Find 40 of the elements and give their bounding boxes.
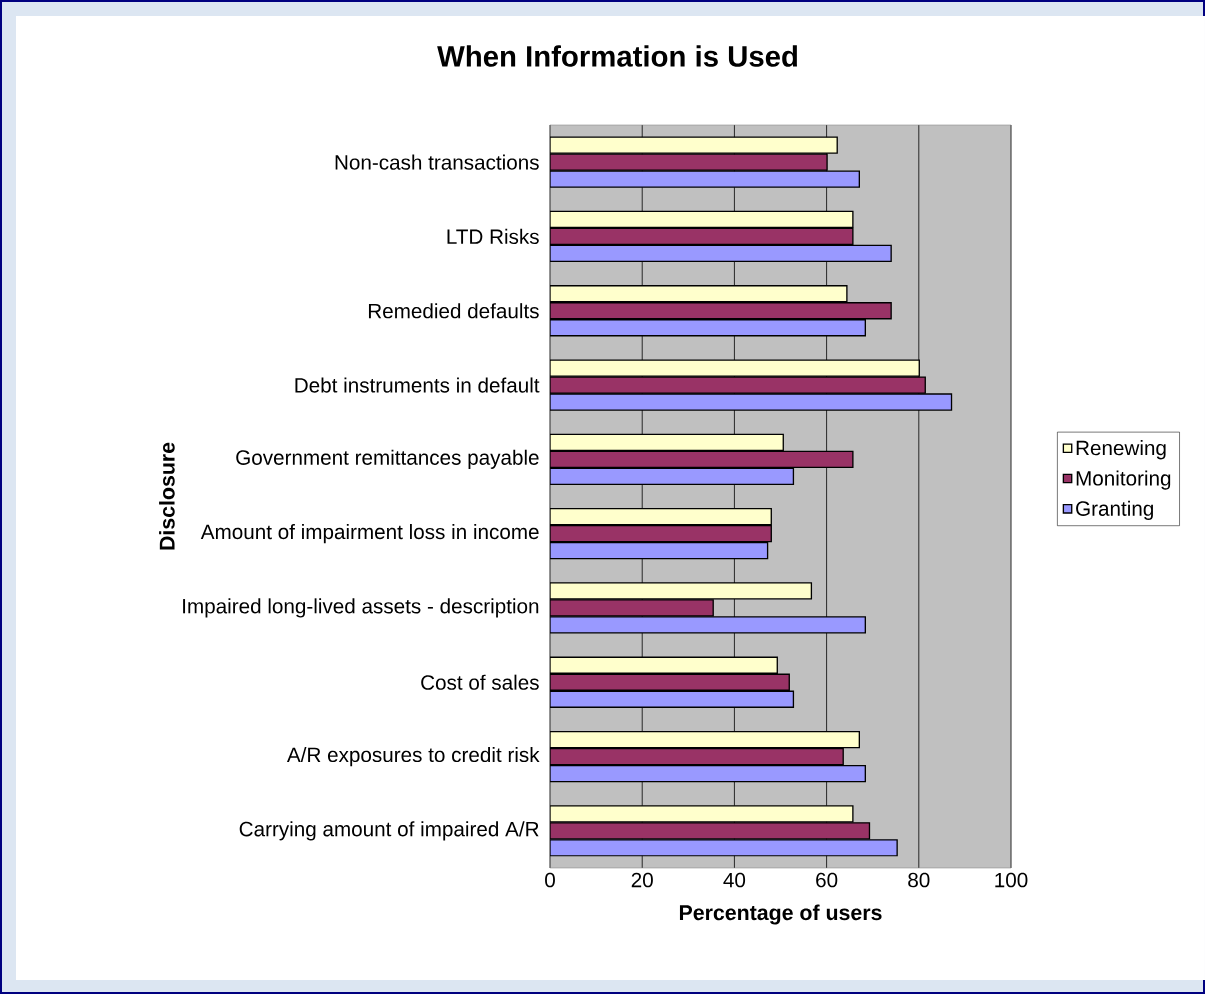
y-tick-label: Amount of impairment loss in income bbox=[200, 524, 539, 544]
bar bbox=[550, 673, 790, 691]
bar bbox=[550, 747, 844, 766]
bar bbox=[550, 507, 772, 526]
x-tick-label: 0 bbox=[545, 872, 555, 888]
bar bbox=[550, 541, 769, 560]
bar bbox=[550, 524, 772, 543]
bar bbox=[550, 319, 866, 337]
bar bbox=[550, 433, 784, 452]
bar bbox=[550, 227, 854, 246]
y-tick-label: Carrying amount of impaired A/R bbox=[239, 821, 539, 841]
y-tick-label: Government remittances payable bbox=[236, 449, 539, 469]
y-tick-label: Remedied defaults bbox=[368, 303, 539, 319]
bar bbox=[550, 656, 778, 674]
x-axis-title: Percentage of users bbox=[679, 904, 882, 925]
y-tick-label: Cost of sales bbox=[421, 674, 539, 690]
x-tick-label: 80 bbox=[908, 872, 930, 888]
y-tick-label: A/R exposures to credit risk bbox=[286, 746, 540, 767]
bar bbox=[550, 285, 848, 303]
x-tick-label: 40 bbox=[723, 872, 746, 888]
bar bbox=[550, 302, 892, 320]
y-axis-title: Disclosure bbox=[159, 442, 175, 550]
x-tick-label: 100 bbox=[995, 872, 1028, 888]
chart-title: When Information is Used bbox=[437, 45, 797, 67]
y-tick-label: LTD Risks bbox=[447, 228, 539, 245]
bar bbox=[550, 244, 892, 263]
bar bbox=[550, 690, 795, 708]
y-tick-label: Impaired long-lived assets - description bbox=[183, 598, 539, 618]
bar bbox=[550, 764, 866, 783]
bar bbox=[550, 730, 861, 749]
x-tick-label: 20 bbox=[631, 872, 653, 888]
bar bbox=[550, 210, 854, 229]
bar bbox=[550, 467, 795, 486]
bar bbox=[550, 450, 854, 469]
y-tick-label: Non-cash transactions bbox=[335, 154, 539, 170]
y-tick-label: Debt instruments in default bbox=[295, 377, 540, 393]
legend-label: Monitoring bbox=[1076, 470, 1171, 490]
legend-label: Renewing bbox=[1076, 440, 1166, 460]
legend-label: Granting bbox=[1076, 500, 1153, 520]
x-tick-label: 60 bbox=[816, 872, 838, 888]
